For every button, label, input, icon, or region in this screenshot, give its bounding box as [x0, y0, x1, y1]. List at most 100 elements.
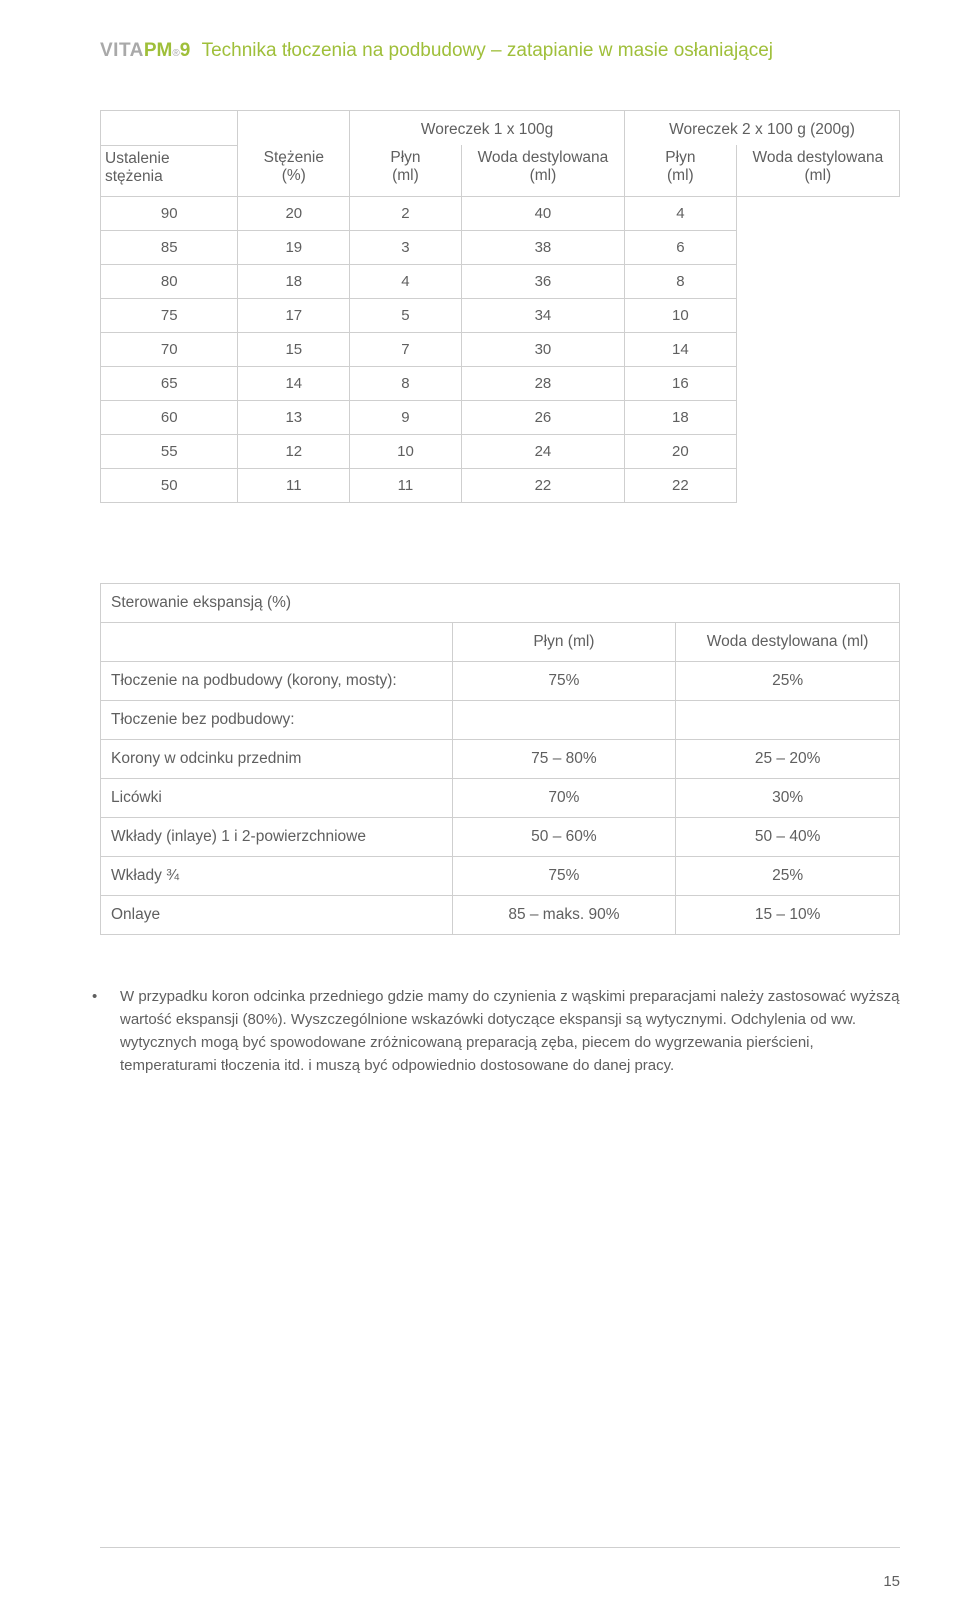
footer-divider — [100, 1547, 900, 1548]
table1-row-label-l1: Ustalenie — [105, 150, 170, 167]
table-row: 5011112222 — [101, 468, 900, 502]
table-row: 90202404 — [101, 196, 900, 230]
table-cell: 6 — [625, 230, 737, 264]
table-cell: 13 — [238, 400, 350, 434]
table2-label: Wkłady ¾ — [101, 856, 453, 895]
table2-label: Onlaye — [101, 895, 453, 934]
table-cell: 2 — [350, 196, 462, 230]
table-cell: 75 – 80% — [452, 739, 676, 778]
table-cell: 8 — [350, 366, 462, 400]
logo-nine: 9 — [180, 40, 191, 61]
logo-vita: VITA — [100, 40, 144, 61]
table2-label: Wkłady (inlaye) 1 i 2-powierzchniowe — [101, 817, 453, 856]
logo-pm: PM — [144, 40, 173, 61]
table-cell: 14 — [238, 366, 350, 400]
table-cell: 7 — [350, 332, 462, 366]
table-cell: 38 — [461, 230, 624, 264]
table-row: 701573014 — [101, 332, 900, 366]
table2-label: Licówki — [101, 778, 453, 817]
table-cell: 14 — [625, 332, 737, 366]
table-row: 5512102420 — [101, 434, 900, 468]
table-cell: 50 – 60% — [452, 817, 676, 856]
table-row: Onlaye85 – maks. 90%15 – 10% — [101, 895, 900, 934]
table-cell: 10 — [350, 434, 462, 468]
table2-label: Korony w odcinku przednim — [101, 739, 453, 778]
table1-blank-corner — [101, 111, 238, 146]
table-cell: 50 — [101, 468, 238, 502]
table2-head-c3: Woda destylowana (ml) — [676, 622, 900, 661]
table-cell: 28 — [461, 366, 624, 400]
table-cell: 22 — [461, 468, 624, 502]
table2-head-c2: Płyn (ml) — [452, 622, 676, 661]
table-cell: 4 — [350, 264, 462, 298]
table-cell: 85 — [101, 230, 238, 264]
table-cell: 25 – 20% — [676, 739, 900, 778]
table-row: 651482816 — [101, 366, 900, 400]
table-row: Licówki70%30% — [101, 778, 900, 817]
table-cell: 4 — [625, 196, 737, 230]
table1-col3: Woda destylowana(ml) — [461, 145, 624, 196]
table-cell: 11 — [238, 468, 350, 502]
table1-col1: Stężenie(%) — [238, 145, 350, 196]
table1-row-label: Ustalenie stężenia — [101, 145, 238, 196]
table-row: Tłoczenie na podbudowy (korony, mosty):7… — [101, 661, 900, 700]
table-cell: 26 — [461, 400, 624, 434]
table-cell: 30 — [461, 332, 624, 366]
table1-group-2: Woreczek 2 x 100 g (200g) — [625, 111, 900, 146]
table-row: Wkłady (inlaye) 1 i 2-powierzchniowe50 –… — [101, 817, 900, 856]
bullet-icon: • — [106, 985, 120, 1008]
table-cell: 22 — [625, 468, 737, 502]
table-cell: 5 — [350, 298, 462, 332]
table-cell: 34 — [461, 298, 624, 332]
table-row: 85193386 — [101, 230, 900, 264]
table-cell: 65 — [101, 366, 238, 400]
table-row: 751753410 — [101, 298, 900, 332]
table2-title: Sterowanie ekspansją (%) — [101, 583, 900, 622]
table-cell: 75% — [452, 856, 676, 895]
table-cell: 11 — [350, 468, 462, 502]
table-cell: 70 — [101, 332, 238, 366]
table-cell: 75% — [452, 661, 676, 700]
table-cell: 55 — [101, 434, 238, 468]
table-row: Tłoczenie bez podbudowy: — [101, 700, 900, 739]
table-cell: 60 — [101, 400, 238, 434]
table-cell: 70% — [452, 778, 676, 817]
table1-group-1: Woreczek 1 x 100g — [350, 111, 625, 146]
table-cell: 36 — [461, 264, 624, 298]
table1-blank-col — [238, 111, 350, 146]
table-cell: 20 — [238, 196, 350, 230]
table-cell: 80 — [101, 264, 238, 298]
table-cell: 16 — [625, 366, 737, 400]
table2-label: Tłoczenie na podbudowy (korony, mosty): — [101, 661, 453, 700]
table-cell: 90 — [101, 196, 238, 230]
table-row: 601392618 — [101, 400, 900, 434]
page-number: 15 — [883, 1573, 900, 1590]
table-cell: 12 — [238, 434, 350, 468]
table2-label: Tłoczenie bez podbudowy: — [101, 700, 453, 739]
table-cell: 15 – 10% — [676, 895, 900, 934]
table-cell: 9 — [350, 400, 462, 434]
expansion-table: Sterowanie ekspansją (%) Płyn (ml) Woda … — [100, 583, 900, 935]
table-cell: 3 — [350, 230, 462, 264]
table-cell: 8 — [625, 264, 737, 298]
table1-col2: Płyn(ml) — [350, 145, 462, 196]
table2-head-blank — [101, 622, 453, 661]
heading-text: Technika tłoczenia na podbudowy – zatapi… — [202, 40, 773, 61]
table-cell: 24 — [461, 434, 624, 468]
table-cell: 25% — [676, 856, 900, 895]
footnote-text: W przypadku koron odcinka przedniego gdz… — [120, 988, 900, 1075]
table-cell: 15 — [238, 332, 350, 366]
table-cell: 25% — [676, 661, 900, 700]
table-cell: 10 — [625, 298, 737, 332]
logo-registered: ® — [172, 48, 179, 59]
table-row: 80184368 — [101, 264, 900, 298]
table1-col5: Woda destylowana(ml) — [736, 145, 899, 196]
table-cell: 40 — [461, 196, 624, 230]
table-cell: 75 — [101, 298, 238, 332]
table-cell — [452, 700, 676, 739]
table-cell: 50 – 40% — [676, 817, 900, 856]
table-cell: 20 — [625, 434, 737, 468]
page-heading: VITAPM®9 Technika tłoczenia na podbudowy… — [100, 40, 900, 62]
concentration-table: Woreczek 1 x 100g Woreczek 2 x 100 g (20… — [100, 110, 900, 503]
table-cell: 17 — [238, 298, 350, 332]
